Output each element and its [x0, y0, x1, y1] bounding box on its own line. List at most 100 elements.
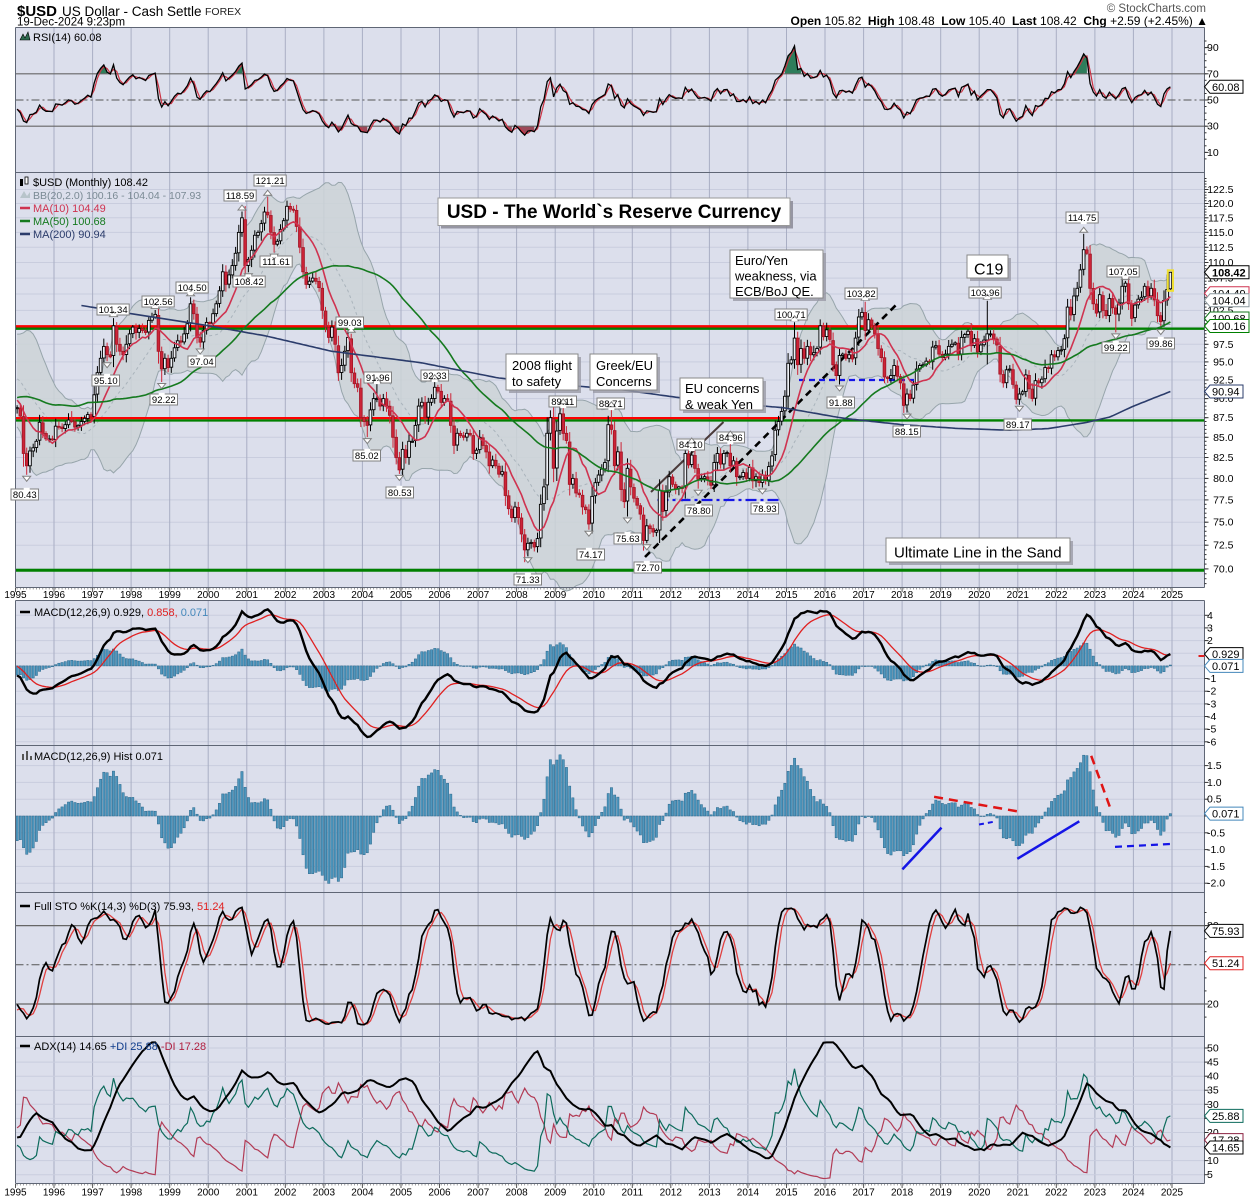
svg-text:2010: 2010: [583, 590, 606, 601]
svg-text:89.17: 89.17: [1006, 420, 1030, 431]
svg-text:108.42: 108.42: [1212, 267, 1246, 279]
svg-text:88.71: 88.71: [599, 399, 623, 410]
svg-text:2018: 2018: [891, 1188, 914, 1199]
svg-text:2008: 2008: [505, 1188, 528, 1199]
svg-text:-1.5: -1.5: [1207, 861, 1225, 873]
svg-text:2016: 2016: [814, 1188, 837, 1199]
svg-text:$USD: $USD: [17, 3, 57, 20]
svg-text:100.71: 100.71: [777, 310, 806, 321]
svg-text:107.05: 107.05: [1109, 267, 1138, 278]
svg-text:112.5: 112.5: [1208, 242, 1234, 254]
svg-text:C19: C19: [974, 262, 1003, 279]
svg-text:90: 90: [1207, 42, 1219, 54]
svg-text:51.24: 51.24: [1212, 958, 1240, 970]
svg-text:1998: 1998: [120, 590, 143, 601]
svg-text:91.88: 91.88: [829, 398, 853, 409]
svg-text:2022: 2022: [1045, 1188, 1068, 1199]
svg-text:2020: 2020: [968, 590, 991, 601]
svg-text:78.93: 78.93: [753, 504, 777, 515]
svg-text:75.63: 75.63: [616, 534, 640, 545]
svg-text:2007: 2007: [467, 590, 490, 601]
svg-text:Greek/EU: Greek/EU: [596, 358, 653, 373]
svg-text:1.5: 1.5: [1207, 760, 1222, 772]
svg-text:Concerns: Concerns: [596, 374, 652, 389]
svg-text:103.82: 103.82: [847, 289, 876, 300]
svg-text:2000: 2000: [197, 1188, 220, 1199]
svg-text:2011: 2011: [622, 1188, 644, 1199]
svg-text:71.33: 71.33: [516, 575, 540, 586]
svg-text:Full STO %K(14,3) %D(3) 75.93,: Full STO %K(14,3) %D(3) 75.93, 51.24: [34, 901, 225, 913]
svg-text:82.5: 82.5: [1213, 452, 1234, 464]
svg-text:40: 40: [1207, 1071, 1219, 1083]
svg-text:-0.5: -0.5: [1207, 827, 1225, 839]
svg-text:85.0: 85.0: [1213, 432, 1234, 444]
svg-text:70: 70: [1207, 68, 1219, 80]
svg-text:50: 50: [1207, 95, 1219, 107]
svg-text:111.61: 111.61: [262, 257, 290, 268]
svg-text:10: 10: [1207, 147, 1219, 159]
svg-text:80.0: 80.0: [1213, 473, 1234, 485]
svg-text:103.96: 103.96: [971, 288, 1000, 299]
svg-text:89.11: 89.11: [551, 397, 574, 408]
svg-text:USD - The World`s Reserve Curr: USD - The World`s Reserve Currency: [447, 202, 782, 223]
svg-text:2001: 2001: [236, 1188, 259, 1199]
svg-text:2006: 2006: [428, 590, 451, 601]
svg-text:80.53: 80.53: [388, 488, 412, 499]
svg-text:2005: 2005: [390, 1188, 413, 1199]
svg-text:1.0: 1.0: [1207, 777, 1222, 789]
svg-text:-2: -2: [1207, 686, 1216, 698]
svg-text:30: 30: [1207, 1099, 1219, 1111]
svg-text:0.929: 0.929: [1212, 649, 1240, 661]
svg-text:FOREX: FOREX: [205, 6, 241, 18]
svg-text:2015: 2015: [775, 1188, 798, 1199]
svg-text:118.59: 118.59: [226, 191, 254, 202]
svg-text:$USD (Monthly) 108.42: $USD (Monthly) 108.42: [33, 177, 148, 189]
svg-text:77.5: 77.5: [1213, 494, 1234, 506]
svg-text:2013: 2013: [698, 590, 721, 601]
svg-text:0.5: 0.5: [1207, 794, 1222, 806]
svg-text:-6: -6: [1207, 736, 1216, 748]
svg-text:5: 5: [1207, 1169, 1213, 1181]
svg-text:MA(50) 100.68: MA(50) 100.68: [33, 216, 106, 228]
svg-text:99.03: 99.03: [338, 318, 362, 329]
svg-text:114.75: 114.75: [1068, 213, 1096, 224]
svg-text:US Dollar - Cash Settle: US Dollar - Cash Settle: [62, 4, 202, 19]
svg-text:104.50: 104.50: [178, 283, 207, 294]
svg-text:2002: 2002: [274, 590, 297, 601]
svg-text:2010: 2010: [583, 1188, 606, 1199]
svg-text:1995: 1995: [4, 590, 27, 601]
svg-text:2017: 2017: [852, 1188, 875, 1199]
svg-text:100.16: 100.16: [1212, 321, 1246, 333]
svg-text:-1.0: -1.0: [1207, 844, 1225, 856]
svg-text:108.42: 108.42: [235, 277, 264, 288]
svg-text:102.56: 102.56: [144, 297, 173, 308]
svg-text:1998: 1998: [120, 1188, 143, 1199]
svg-text:78.80: 78.80: [687, 506, 711, 517]
svg-text:2004: 2004: [351, 1188, 374, 1199]
svg-text:117.5: 117.5: [1208, 212, 1234, 224]
svg-text:2011: 2011: [622, 590, 644, 601]
svg-text:2015: 2015: [775, 590, 798, 601]
svg-text:25.88: 25.88: [1212, 1111, 1240, 1123]
svg-text:115.0: 115.0: [1208, 227, 1234, 239]
svg-text:74.17: 74.17: [579, 550, 603, 561]
svg-text:91.96: 91.96: [366, 373, 390, 384]
svg-text:2008: 2008: [505, 590, 528, 601]
svg-text:92.22: 92.22: [152, 395, 176, 406]
svg-text:to safety: to safety: [512, 374, 562, 389]
svg-text:84.10: 84.10: [679, 440, 703, 451]
svg-text:92.5: 92.5: [1213, 375, 1234, 387]
svg-text:20: 20: [1207, 999, 1219, 1011]
svg-text:-2.0: -2.0: [1207, 878, 1225, 890]
svg-text:95.0: 95.0: [1213, 356, 1234, 368]
svg-text:99.22: 99.22: [1104, 343, 1128, 354]
svg-text:70.0: 70.0: [1213, 563, 1234, 575]
svg-text:2023: 2023: [1084, 590, 1107, 601]
svg-text:2025: 2025: [1161, 590, 1184, 601]
svg-text:2019: 2019: [930, 1188, 953, 1199]
svg-text:2020: 2020: [968, 1188, 991, 1199]
svg-text:87.5: 87.5: [1213, 412, 1234, 424]
svg-text:2014: 2014: [737, 590, 760, 601]
svg-text:2009: 2009: [544, 590, 567, 601]
svg-text:19-Dec-2024 9:23pm: 19-Dec-2024 9:23pm: [17, 17, 125, 29]
